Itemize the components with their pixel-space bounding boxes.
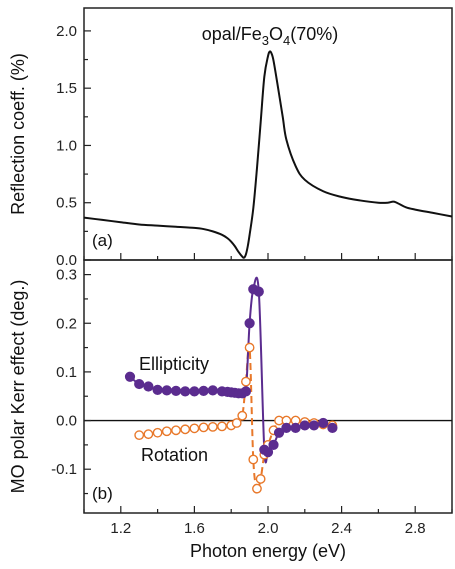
panel-a-y-tick-label: 0.0 — [56, 252, 77, 269]
panel-a-y-tick-label: 1.5 — [56, 80, 77, 97]
ellipticity-point — [170, 385, 182, 396]
ellipticity-point — [152, 384, 163, 396]
ellipticity-point — [143, 381, 154, 392]
ellipticity-point — [124, 371, 136, 382]
panel-b-series — [124, 276, 338, 494]
x-tick-label: 1.6 — [184, 520, 205, 537]
ellipticity-point — [253, 286, 264, 297]
rotation-point — [152, 427, 163, 438]
panel-a-y-tick-label: 0.5 — [56, 195, 77, 212]
panel-a-y-axis-title: Reflection coeff. (%) — [8, 53, 28, 215]
panel-b-x-ticks: 1.2 1.6 2.0 2.4 2.8 — [83, 506, 453, 537]
ellipticity-point — [290, 422, 301, 433]
rotation-point — [231, 418, 242, 428]
panel-a-y-tick-label: 2.0 — [56, 23, 77, 40]
panel-b-y-axis-title: MO polar Kerr effect (deg.) — [8, 280, 28, 494]
ellipticity-point — [308, 420, 320, 431]
rotation-point — [248, 454, 259, 465]
rotation-point — [252, 483, 262, 494]
reflection-curve — [83, 50, 453, 259]
panel-a-title: opal/Fe3O4(70%) — [202, 24, 339, 48]
panel-b-y-tick-label: 0.0 — [56, 413, 77, 430]
ellipticity-point — [281, 422, 292, 433]
rotation-point — [207, 421, 218, 432]
panel-a-label: (a) — [92, 231, 113, 250]
ellipticity-point — [134, 378, 145, 390]
rotation-point — [198, 422, 209, 433]
ellipticity-point — [318, 417, 329, 429]
panel-a: 0.0 0.5 1.0 1.5 2.0 opal/Fe3O4(70%) (a) Refl… — [8, 7, 453, 269]
x-tick-label: 2.8 — [405, 520, 426, 537]
panel-b: -0.1 0.0 0.1 0.2 0.3 1.2 1.6 2.0 2.4 2.8 Ellipti… — [8, 259, 453, 537]
rotation-point — [241, 376, 251, 387]
panel-b-y-tick-label: 0.1 — [56, 364, 77, 381]
ellipticity-point — [327, 422, 338, 433]
ellipticity-point — [268, 439, 279, 450]
ellipticity-point — [180, 386, 191, 397]
panel-b-y-tick-label: 0.2 — [56, 315, 77, 332]
ellipticity-point — [161, 385, 172, 396]
rotation-point — [255, 474, 266, 484]
x-axis-title: Photon energy (eV) — [190, 541, 346, 561]
panel-b-label: (b) — [92, 484, 113, 503]
panel-a-y-tick-label: 1.0 — [56, 137, 77, 154]
x-tick-label: 1.2 — [110, 520, 131, 537]
ellipticity-point — [207, 385, 218, 396]
ellipticity-point — [198, 385, 209, 396]
panel-b-y-tick-label: 0.3 — [56, 267, 77, 284]
ellipticity-point — [262, 447, 274, 458]
rotation-point — [161, 426, 172, 437]
ellipticity-annotation: Ellipticity — [139, 354, 209, 374]
panel-b-y-tick-label: -0.1 — [51, 461, 77, 478]
rotation-point — [171, 425, 181, 436]
ellipticity-point — [299, 420, 310, 431]
x-tick-label: 2.0 — [258, 520, 279, 537]
ellipticity-point — [240, 386, 252, 397]
rotation-point — [217, 421, 227, 432]
ellipticity-point — [273, 427, 285, 438]
rotation-point — [244, 342, 255, 353]
ellipticity-point — [244, 318, 255, 329]
x-tick-label: 2.4 — [331, 520, 352, 537]
rotation-point — [134, 430, 145, 441]
panel-b-y-ticks: -0.1 0.0 0.1 0.2 0.3 — [51, 267, 91, 495]
ellipticity-point — [189, 386, 200, 397]
rotation-point — [237, 410, 248, 421]
rotation-point — [143, 429, 154, 440]
panel-a-x-ticks — [83, 253, 453, 260]
rotation-annotation: Rotation — [141, 445, 208, 465]
rotation-point — [189, 423, 200, 434]
rotation-point — [180, 424, 191, 435]
panel-a-y-ticks: 0.0 0.5 1.0 1.5 2.0 — [56, 23, 91, 269]
